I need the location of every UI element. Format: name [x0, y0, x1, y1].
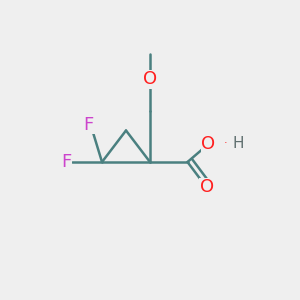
- Text: O: O: [200, 178, 214, 196]
- Text: O: O: [201, 135, 216, 153]
- Text: F: F: [61, 153, 71, 171]
- Text: ·: ·: [224, 138, 227, 148]
- Text: F: F: [83, 116, 94, 134]
- Text: O: O: [143, 70, 157, 88]
- Text: H: H: [232, 136, 244, 152]
